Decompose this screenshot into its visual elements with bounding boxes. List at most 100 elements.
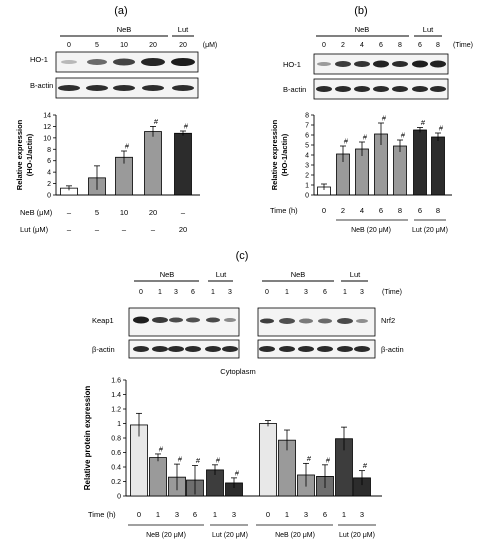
time-row-label-b: Time (h)	[270, 206, 298, 215]
band	[113, 58, 135, 66]
row-value: –	[122, 225, 127, 234]
band	[354, 86, 370, 92]
group-label-neb-c-left: NeB (20 μM)	[146, 532, 186, 539]
band	[430, 60, 446, 68]
y-tick-label: 1	[305, 183, 309, 190]
significance-mark: #	[421, 118, 426, 127]
y-tick-label: 1.4	[111, 392, 121, 399]
panel-label-b: (b)	[354, 5, 367, 17]
x-tick-label: 4	[360, 206, 364, 215]
band	[168, 346, 184, 352]
x-tick-label: 2	[341, 206, 345, 215]
y-tick-label: 0.8	[111, 436, 121, 443]
y-axis-label: (HO-1/actin)	[25, 133, 34, 176]
band	[87, 59, 107, 65]
band	[354, 346, 370, 352]
blot-label-bactin-a: Β-actin	[30, 81, 53, 90]
group-label-neb-b: NeB (20 μM)	[351, 227, 391, 234]
unit-label-a: (μM)	[203, 42, 218, 49]
bar	[149, 457, 167, 497]
significance-mark: #	[363, 461, 368, 470]
band	[58, 85, 80, 91]
annotation-cytoplasm: Cytoplasm	[220, 367, 255, 376]
header-neb-c-left: NeB	[160, 270, 175, 279]
band	[142, 85, 164, 91]
time-label: 1	[343, 289, 347, 296]
y-tick-label: 4	[305, 153, 309, 160]
time-label: 1	[285, 289, 289, 296]
band	[316, 86, 332, 92]
band	[354, 61, 370, 67]
band	[373, 60, 389, 68]
bar	[431, 136, 445, 196]
band	[141, 58, 165, 66]
header-lut-c-left: Lut	[216, 270, 227, 279]
band	[185, 346, 201, 352]
band	[373, 86, 389, 92]
conc-labels-a: 0 5 10 20 20	[67, 42, 187, 49]
group-label-lut-c-right: Lut (20 μM)	[339, 532, 375, 539]
y-axis-label: (HO-1/actin)	[280, 133, 289, 176]
y-tick-label: 4	[47, 170, 51, 177]
band	[133, 346, 149, 352]
blot-label-keap1: Keap1	[92, 316, 114, 325]
y-tick-label: 10	[43, 135, 51, 142]
y-tick-label: 1	[117, 421, 121, 428]
bar	[259, 423, 277, 497]
y-axis-label: Relative expression	[15, 119, 24, 190]
row-value: 20	[149, 208, 157, 217]
x-tick-label: 6	[379, 206, 383, 215]
bar	[144, 131, 162, 196]
group-label-lut-b: Lut (20 μM)	[412, 227, 448, 234]
x-tick-label: 1	[213, 510, 217, 519]
bands-keap1	[133, 316, 236, 324]
x-tick-label: 0	[266, 510, 270, 519]
conc-label: 0	[67, 42, 71, 49]
bands-bactin-a	[58, 85, 194, 91]
x-tick-label: 0	[322, 206, 326, 215]
band	[61, 60, 77, 64]
x-tick-label: 3	[175, 510, 179, 519]
blot-label-ho1-a: HO-1	[30, 55, 48, 64]
time-row-label-c: Time (h)	[88, 510, 116, 519]
x-tick-label: 8	[436, 206, 440, 215]
band	[133, 316, 149, 324]
x-tick-label: 3	[360, 510, 364, 519]
y-tick-label: 12	[43, 124, 51, 131]
band	[317, 62, 331, 66]
y-tick-label: 8	[47, 147, 51, 154]
band	[224, 318, 236, 322]
row-label-lut-a: Lut (μM)	[20, 225, 49, 234]
x-tick-label: 1	[285, 510, 289, 519]
time-header-b: (Time)	[453, 42, 473, 49]
y-tick-label: 0.4	[111, 465, 121, 472]
row-value: 5	[95, 208, 99, 217]
row-value: –	[95, 225, 100, 234]
conc-label: 20	[149, 42, 157, 49]
time-labels-c-left: 0 1 3 6 1 3	[139, 289, 232, 296]
band	[335, 61, 351, 67]
time-label: 3	[304, 289, 308, 296]
bands-beta-actin-c-left	[133, 346, 238, 352]
band	[318, 318, 332, 324]
bands-nrf2	[260, 318, 368, 324]
bands-bactin-b	[316, 86, 446, 92]
y-tick-label: 0	[305, 193, 309, 200]
band	[356, 319, 368, 323]
bar	[413, 129, 427, 196]
band	[222, 346, 238, 352]
x-tick-label: 6	[193, 510, 197, 519]
chart-b: 0 1 2 3 4 5 6 7 8 Relative expression (HO-1/actin)…	[270, 113, 452, 215]
time-label: 1	[158, 289, 162, 296]
band	[206, 317, 220, 323]
y-tick-label: 3	[305, 163, 309, 170]
conc-label: 5	[95, 42, 99, 49]
group-label-lut-c-left: Lut (20 μM)	[212, 532, 248, 539]
x-tick-label: 6	[323, 510, 327, 519]
y-tick-label: 6	[47, 158, 51, 165]
time-header-c: (Time)	[382, 289, 402, 296]
blot-label-nrf2: Nrf2	[381, 316, 395, 325]
time-label: 0	[265, 289, 269, 296]
y-axis-label: Relative protein expression	[83, 386, 92, 491]
y-tick-label: 0.6	[111, 450, 121, 457]
